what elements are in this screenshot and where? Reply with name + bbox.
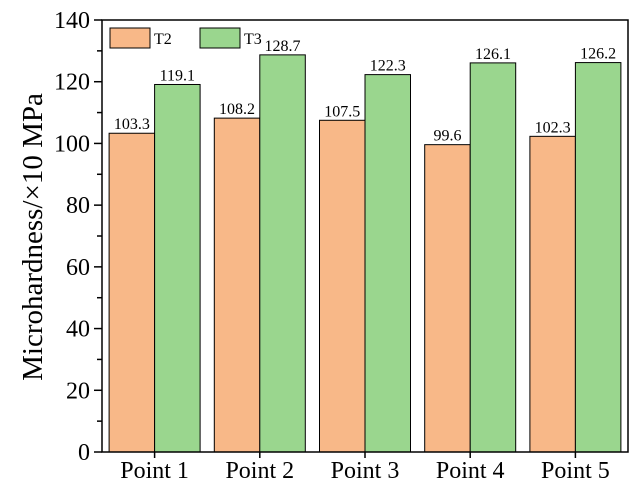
bar-t2-4 [424, 144, 471, 453]
data-label-t2-5: 102.3 [535, 119, 571, 136]
bar-t2-5 [529, 135, 576, 453]
y-tick-label: 20 [66, 378, 90, 404]
legend-label-t3: T3 [244, 31, 262, 48]
axes-layer: 0 20 40 60 80 100 120 140 Point 1 Point 2 Point 3 P… [54, 8, 629, 484]
x-tick-label: Point 2 [225, 458, 294, 484]
bar-t2-1 [108, 132, 156, 453]
data-label-t3-3: 122.3 [370, 58, 406, 75]
bar-t3-1 [154, 83, 201, 453]
data-label-t3-4: 126.1 [475, 46, 511, 63]
y-tick-label: 40 [66, 317, 90, 343]
legend-label-t2: T2 [154, 31, 172, 48]
y-tick-label: 80 [66, 193, 90, 219]
y-axis-title: Microhardness/×10 MPa [17, 93, 49, 381]
y-tick-label: 0 [78, 440, 90, 466]
bars-layer [108, 54, 622, 453]
x-tick-label: Point 1 [120, 458, 189, 484]
data-label-t2-2: 108.2 [219, 101, 255, 118]
x-tick-label: Point 5 [541, 458, 610, 484]
y-tick-label: 100 [54, 131, 90, 157]
data-labels-layer: 103.3 108.2 107.5 99.6 102.3 119.1 128.7 122.3 1… [114, 38, 616, 145]
y-tick-label: 120 [54, 70, 90, 96]
data-label-t3-1: 119.1 [160, 67, 195, 84]
bar-t3-5 [574, 62, 622, 453]
legend-swatch-t3 [199, 27, 241, 49]
data-label-t3-5: 126.2 [580, 46, 616, 63]
legend: T2 T3 [109, 27, 262, 49]
data-label-t3-2: 128.7 [265, 38, 301, 55]
bar-t3-3 [364, 74, 411, 453]
x-tick-label: Point 3 [331, 458, 400, 484]
data-label-t2-1: 103.3 [114, 116, 150, 133]
bar-t3-4 [469, 62, 517, 453]
bar-t2-3 [319, 119, 366, 453]
bar-t2-2 [213, 117, 261, 453]
x-tick-label: Point 4 [436, 458, 505, 484]
data-label-t2-3: 107.5 [324, 103, 360, 120]
data-label-t2-4: 99.6 [433, 128, 461, 145]
bar-t3-2 [259, 54, 306, 453]
y-tick-label: 140 [54, 8, 90, 34]
y-tick-label: 60 [66, 255, 90, 281]
legend-swatch-t2 [109, 27, 151, 49]
